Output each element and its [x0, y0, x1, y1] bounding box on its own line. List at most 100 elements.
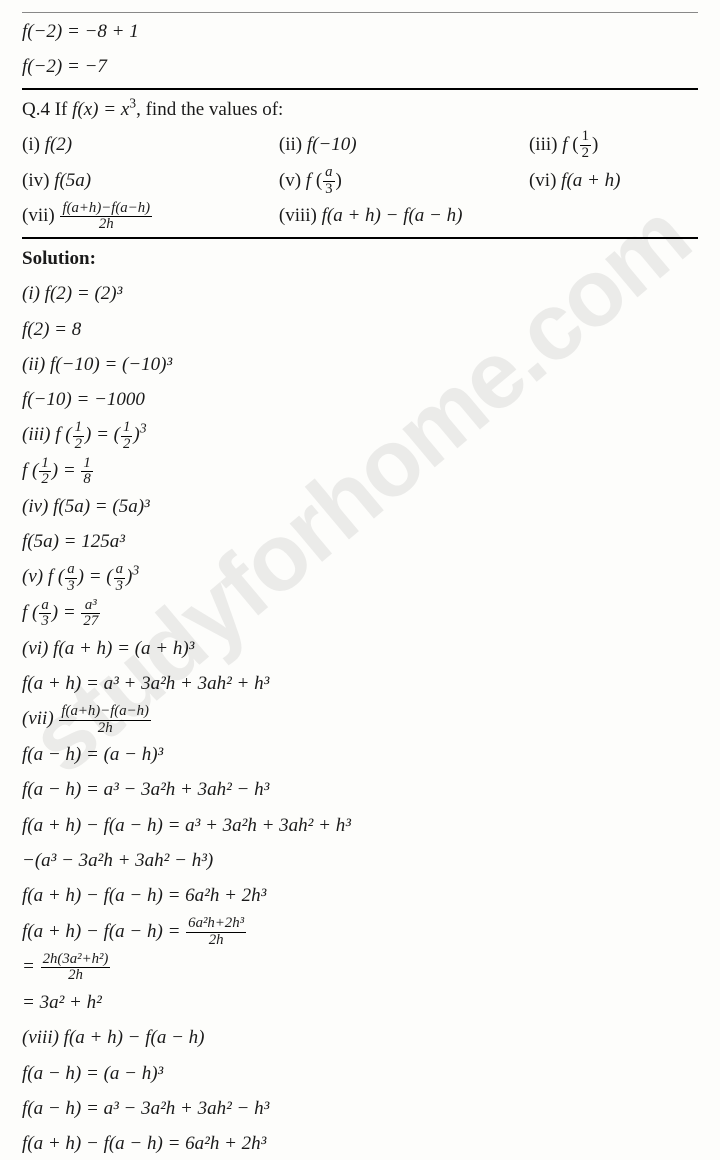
frac: a3: [65, 562, 76, 594]
sol-line: (ii) f(−10) = (−10)³: [22, 349, 698, 381]
num: 1: [121, 420, 132, 437]
sol-line: f(a + h) − f(a − h) = 6a²h + 2h³: [22, 880, 698, 912]
frac: 18: [81, 456, 92, 488]
lbl: (vi): [529, 170, 561, 191]
lbl: (iii): [529, 134, 562, 155]
part-i: (i) f(2): [22, 129, 279, 162]
frac: 6a²h+2h³2h: [186, 916, 246, 948]
num: f(a+h)−f(a−h): [59, 704, 151, 721]
pre-line-1: f(−2) = −8 + 1: [22, 16, 698, 48]
fn: f(a + h): [561, 170, 620, 191]
exp: 3: [132, 563, 139, 578]
num: a: [39, 598, 50, 615]
num: a³: [81, 598, 100, 615]
parts-row-1: (i) f(2) (ii) f(−10) (iii) f (12): [22, 129, 698, 162]
num: f(a+h)−f(a−h): [60, 201, 152, 218]
den: 3: [65, 579, 76, 595]
fn: f(−10): [307, 134, 357, 155]
frac: 12: [580, 129, 591, 161]
rule-top: [22, 12, 698, 13]
fn: f(5a): [54, 170, 91, 191]
lbl: (v): [279, 170, 306, 191]
sol-iii-a: (iii) f (12) = (12)3: [22, 419, 698, 452]
lbl: (ii): [279, 134, 307, 155]
solution-heading: Solution:: [22, 243, 698, 275]
lhs: =: [22, 956, 40, 977]
den: 2: [580, 146, 591, 162]
den: 2h: [60, 217, 152, 233]
num: 2h(3a²+h²): [41, 952, 111, 969]
sol-line: f(−10) = −1000: [22, 384, 698, 416]
question: Q.4 If f(x) = x3, find the values of:: [22, 94, 698, 126]
sol-line: (vi) f(a + h) = (a + h)³: [22, 633, 698, 665]
den: 2: [39, 472, 50, 488]
sol-line: f(a − h) = a³ − 3a²h + 3ah² − h³: [22, 774, 698, 806]
sol-line: −(a³ − 3a²h + 3ah² − h³): [22, 845, 698, 877]
fn: f: [306, 170, 311, 191]
lhs: f(a + h) − f(a − h) =: [22, 921, 185, 942]
frac: a3: [114, 562, 125, 594]
sol-v-a: (v) f (a3) = (a3)3: [22, 561, 698, 594]
num: 1: [73, 420, 84, 437]
fn: f: [562, 134, 567, 155]
eq: =: [58, 460, 80, 481]
den: 27: [81, 614, 100, 630]
rule-q-top: [22, 88, 698, 90]
fn: f(2): [45, 134, 72, 155]
sol-line: f(2) = 8: [22, 314, 698, 346]
eq: =: [58, 602, 80, 623]
part-viii: (viii) f(a + h) − f(a − h): [279, 200, 529, 233]
frac: a3: [323, 165, 334, 197]
sol-line: f(a + h) − f(a − h) = 6a²h + 2h³: [22, 1128, 698, 1160]
eq: =: [84, 566, 106, 587]
frac: a³27: [81, 598, 100, 630]
lbl: (iii): [22, 424, 55, 445]
lbl: (v): [22, 566, 48, 587]
num: a: [65, 562, 76, 579]
sol-line: (viii) f(a + h) − f(a − h): [22, 1022, 698, 1054]
eq: =: [91, 424, 113, 445]
part-iii: (iii) f (12): [529, 129, 698, 162]
den: 2h: [41, 968, 111, 984]
den: 2h: [59, 721, 151, 737]
num: a: [114, 562, 125, 579]
num: a: [323, 165, 334, 182]
frac: 12: [73, 420, 84, 452]
parts-row-2: (iv) f(5a) (v) f (a3) (vi) f(a + h): [22, 165, 698, 198]
pre-line-2: f(−2) = −7: [22, 51, 698, 83]
frac: 2h(3a²+h²)2h: [41, 952, 111, 984]
sol-vii-a: (vii) f(a+h)−f(a−h)2h: [22, 703, 698, 736]
part-ii: (ii) f(−10): [279, 129, 529, 162]
den: 3: [114, 579, 125, 595]
exp: 3: [140, 421, 147, 436]
empty: [529, 200, 698, 233]
fn: f: [55, 424, 60, 445]
q-fx: f(x) = x: [72, 99, 129, 120]
frac: f(a+h)−f(a−h)2h: [59, 704, 151, 736]
sol-line: f(a + h) = a³ + 3a²h + 3ah² + h³: [22, 668, 698, 700]
den: 2: [121, 437, 132, 453]
sol-line: f(a − h) = (a − h)³: [22, 1058, 698, 1090]
part-iv: (iv) f(5a): [22, 165, 279, 198]
page-content: f(−2) = −8 + 1 f(−2) = −7 Q.4 If f(x) = …: [22, 12, 698, 1160]
sol-line: f(a + h) − f(a − h) = a³ + 3a²h + 3ah² +…: [22, 810, 698, 842]
sol-line: = 3a² + h²: [22, 987, 698, 1019]
rule-q-bottom: [22, 237, 698, 239]
frac: 12: [121, 420, 132, 452]
fn: f: [48, 566, 53, 587]
sol-vii-d: = 2h(3a²+h²)2h: [22, 951, 698, 984]
frac: 12: [39, 456, 50, 488]
q-suffix: , find the values of:: [136, 99, 283, 120]
part-v: (v) f (a3): [279, 165, 529, 198]
sol-line: f(a − h) = a³ − 3a²h + 3ah² − h³: [22, 1093, 698, 1125]
den: 8: [81, 472, 92, 488]
lbl: (i): [22, 134, 45, 155]
sol-line: f(5a) = 125a³: [22, 526, 698, 558]
part-vi: (vi) f(a + h): [529, 165, 698, 198]
lbl: (vii): [22, 205, 59, 226]
sol-line: (iv) f(5a) = (5a)³: [22, 491, 698, 523]
sol-v-b: f (a3) = a³27: [22, 597, 698, 630]
lbl: (iv): [22, 170, 54, 191]
frac: f(a+h)−f(a−h)2h: [60, 201, 152, 233]
num: 1: [580, 129, 591, 146]
